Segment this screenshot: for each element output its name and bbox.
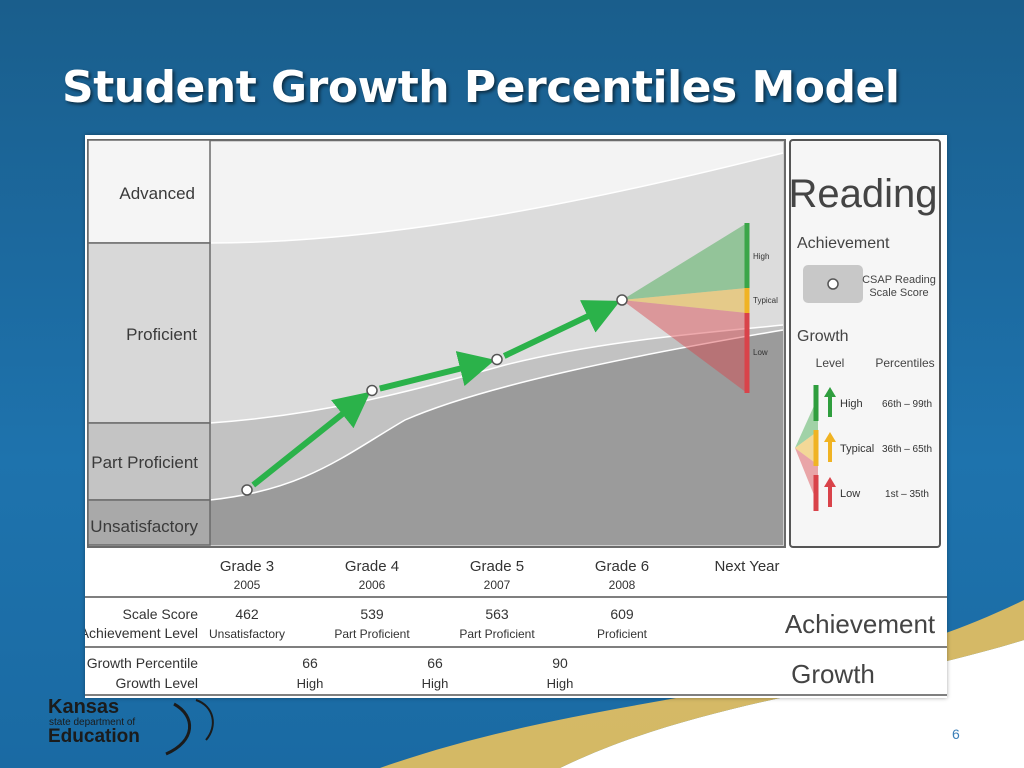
table-growth-level: High [297,676,324,691]
score-point [241,484,253,496]
band-part-proficient [210,325,783,500]
level-label-proficient: Proficient [126,325,197,344]
table-scale-score: 462 [235,606,259,622]
page-number: 6 [952,726,960,742]
projection-cone: High Typical Low [622,223,778,393]
row-label-growth-percentile: Growth Percentile [87,655,198,671]
legend-range-label: 66th – 99th [882,399,932,410]
x-tick-label: Grade 6 [595,558,649,575]
score-point [616,294,628,306]
x-axis-labels: Grade 3 2005 Grade 4 2006 Grade 5 2007 Grade 6… [220,558,780,592]
legend-arrowhead-icon [824,432,836,442]
table-scale-score: 563 [485,606,509,622]
legend-level-label: High [840,398,863,410]
cone-low [622,300,747,393]
row-heading-achievement: Achievement [785,609,936,639]
x-tick-year: 2006 [359,578,386,592]
cone-label: Typical [753,296,778,305]
level-cell-part-proficient [87,422,211,501]
level-cell-unsatisfactory [87,499,211,546]
score-point [491,353,503,366]
table-growth-level: High [422,676,449,691]
row-label-growth-level: Growth Level [116,675,198,691]
legend-range-label: 1st – 35th [885,489,929,500]
table-values: 462 539 563 609 Unsatisfactory Part Proficien… [209,606,648,691]
level-cell-proficient [87,242,211,424]
table-achievement-level: Part Proficient [459,627,535,641]
score-point [366,384,378,397]
logo-education: Education [48,726,140,747]
x-tick-year: 2008 [609,578,636,592]
legend-cone-low [795,448,818,505]
legend-arrowhead-icon [824,387,836,397]
legend-col-percentiles: Percentiles [875,356,934,370]
logo-swoosh-icon [165,699,214,756]
band-proficient [210,153,783,423]
table-growth-percentile: 66 [427,655,443,671]
band-advanced [210,142,783,243]
x-tick-label: Grade 3 [220,558,274,575]
legend-col-level: Level [816,356,845,370]
score-points [241,294,628,496]
legend-marker-label-1: CSAP Reading [862,274,936,286]
legend-level-label: Typical [840,443,874,455]
x-tick-label: Grade 5 [470,558,524,575]
legend-cone-typical [795,431,818,465]
slide-title: Student Growth Percentiles Model [62,62,900,113]
cone-label: Low [753,348,768,357]
legend-marker-label-2: Scale Score [869,287,928,299]
legend-rows: High 66th – 99th Typical 36th – 65th Low 1st … [795,385,932,511]
legend-level-label: Low [840,488,860,500]
x-tick-year: 2007 [484,578,511,592]
row-heading-growth: Growth [791,659,875,689]
legend-cone-high [795,397,818,448]
level-label-advanced: Advanced [119,184,195,203]
legend-marker [827,278,839,290]
growth-arrow [251,391,371,488]
table-scale-score: 539 [360,606,384,622]
row-label-scale-score: Scale Score [123,606,199,622]
logo-kansas: Kansas [48,696,120,718]
table-growth-level: High [547,676,574,691]
legend-panel [789,139,941,548]
band-line-2 [209,324,784,424]
table-achievement-level: Part Proficient [334,627,410,641]
table-achievement-level: Unsatisfactory [209,627,285,641]
x-tick-label: Next Year [714,558,779,575]
cone-label: High [753,252,769,261]
x-tick-year: 2005 [234,578,261,592]
legend-growth-heading: Growth [797,328,849,345]
level-cell-advanced [87,139,211,244]
legend-range-label: 36th – 65th [882,444,932,455]
kansas-education-logo: Kansas state department of Education [46,696,246,756]
growth-arrow [379,351,496,392]
growth-chart: Advanced Proficient Part Proficient Unsa… [85,139,947,696]
table-scale-score: 609 [610,606,634,622]
cone-typical [622,288,747,313]
level-label-unsatisfactory: Unsatisfactory [90,517,198,536]
row-label-achievement-level: Achievement Level [85,625,198,641]
legend-arrowhead-icon [824,477,836,487]
table-achievement-level: Proficient [597,627,648,641]
band-unsatisfactory [210,330,783,545]
table-growth-percentile: 66 [302,655,318,671]
growth-arrows [251,300,621,488]
band-line-1 [209,152,784,244]
growth-chart-figure: Advanced Proficient Part Proficient Unsa… [85,135,947,698]
legend-achievement-heading: Achievement [797,235,890,252]
x-tick-label: Grade 4 [345,558,399,575]
legend-title: Reading [788,172,937,216]
level-label-part-proficient: Part Proficient [91,453,198,472]
table-growth-percentile: 90 [552,655,568,671]
band-line-3 [209,329,784,501]
growth-arrow [502,300,621,359]
logo-dept: state department of [49,717,136,728]
cone-high [622,223,747,300]
